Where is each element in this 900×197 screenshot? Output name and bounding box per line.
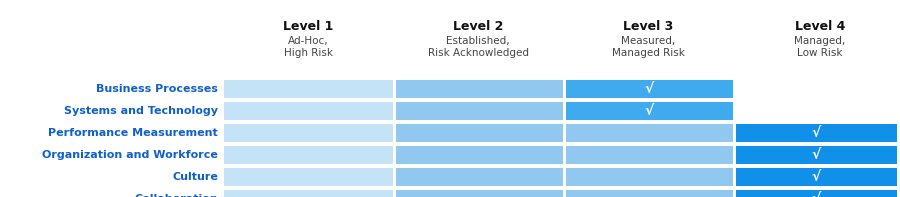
Bar — [565, 80, 733, 98]
Bar — [565, 146, 733, 164]
Bar — [735, 190, 896, 197]
Bar — [565, 102, 733, 120]
Text: √: √ — [644, 104, 653, 118]
Bar — [565, 190, 733, 197]
Text: Established,
Risk Acknowledged: Established, Risk Acknowledged — [428, 36, 528, 58]
Text: Culture: Culture — [172, 172, 218, 182]
Text: Managed,
Low Risk: Managed, Low Risk — [795, 36, 846, 58]
Bar — [565, 168, 733, 186]
Bar — [395, 124, 562, 142]
Bar — [223, 124, 392, 142]
Bar — [395, 146, 562, 164]
Bar — [565, 124, 733, 142]
Bar — [735, 124, 896, 142]
Bar — [395, 168, 562, 186]
Text: Level 2: Level 2 — [453, 20, 503, 33]
Bar — [735, 168, 896, 186]
Bar — [395, 102, 562, 120]
Bar — [223, 190, 392, 197]
Text: √: √ — [812, 192, 821, 197]
Text: Ad-Hoc,
High Risk: Ad-Hoc, High Risk — [284, 36, 332, 58]
Bar — [223, 146, 392, 164]
Text: Systems and Technology: Systems and Technology — [64, 106, 218, 116]
Bar — [223, 102, 392, 120]
Text: √: √ — [812, 126, 821, 140]
Text: Measured,
Managed Risk: Measured, Managed Risk — [612, 36, 684, 58]
Bar — [223, 168, 392, 186]
Bar — [223, 80, 392, 98]
Text: Organization and Workforce: Organization and Workforce — [42, 150, 218, 160]
Text: Collaboration: Collaboration — [134, 194, 218, 197]
Text: √: √ — [812, 170, 821, 184]
Text: √: √ — [812, 148, 821, 162]
Bar — [735, 146, 896, 164]
Text: Level 4: Level 4 — [795, 20, 845, 33]
Bar — [395, 190, 562, 197]
Text: Business Processes: Business Processes — [96, 84, 218, 94]
Text: Performance Measurement: Performance Measurement — [49, 128, 218, 138]
Text: Level 3: Level 3 — [623, 20, 673, 33]
Bar — [395, 80, 562, 98]
Text: Level 1: Level 1 — [283, 20, 333, 33]
Text: √: √ — [644, 82, 653, 96]
